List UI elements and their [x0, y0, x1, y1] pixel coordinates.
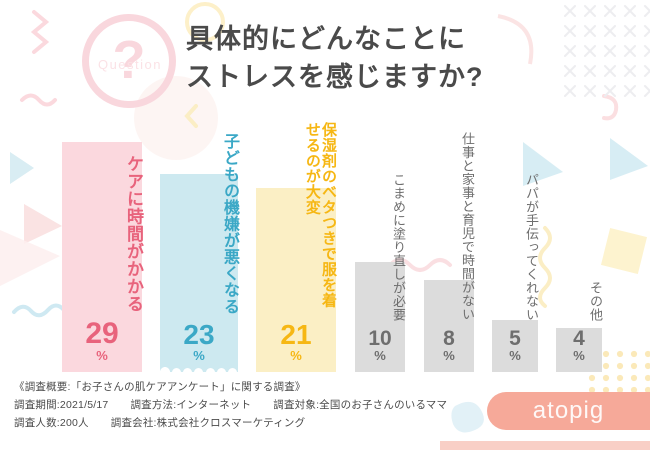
- bar-label: 仕事と家事と育児で時間がない: [460, 132, 475, 321]
- bar-column[interactable]: 子どもの機嫌が悪くなる 23%: [160, 122, 238, 377]
- bar-value: 21%: [256, 321, 336, 363]
- bar-value: 10%: [355, 328, 405, 363]
- survey-target: 調査対象:全国のお子さんのいるママ: [273, 399, 448, 412]
- bar-column[interactable]: その他 4%: [556, 122, 603, 372]
- survey-summary-line-3: 調査人数:200人 調査会社:株式会社クロスマーケティング: [14, 414, 534, 432]
- bar-fill: [62, 142, 142, 372]
- bar-fill: [355, 262, 405, 372]
- bar-label: 子どもの機嫌が悪くなる: [221, 132, 238, 315]
- bar-column[interactable]: こまめに塗り直しが必要 10%: [355, 122, 406, 372]
- survey-summary: 《調査概要:「お子さんの肌ケアアンケート」に関する調査》 調査期間:2021/5…: [14, 378, 534, 432]
- bar-value: 23%: [160, 321, 238, 363]
- survey-method: 調査方法:インターネット: [130, 399, 252, 412]
- question-mark-glyph: ?: [112, 30, 146, 90]
- bar-value-unit: %: [509, 347, 521, 363]
- atopig-logo[interactable]: atopig: [487, 392, 650, 430]
- question-badge-label: Question: [97, 57, 163, 72]
- bar-fill: [492, 320, 538, 372]
- bar-value: 29%: [62, 319, 142, 363]
- bar-value: 5%: [492, 328, 538, 363]
- bar-value: 4%: [556, 328, 602, 363]
- bar-label: その他: [588, 280, 603, 322]
- question-badge-icon: ?: [82, 14, 176, 108]
- survey-company: 調査会社:株式会社クロスマーケティング: [110, 417, 306, 430]
- bar-value-unit: %: [443, 347, 455, 363]
- bar-fill: [160, 174, 238, 372]
- page-title: 具体的にどんなことに ストレスを感じますか?: [186, 20, 606, 97]
- bar-value-unit: %: [96, 347, 108, 363]
- page-title-line-2: ストレスを感じますか?: [186, 62, 484, 93]
- header: ? Question 具体的にどんなことに ストレスを感じますか?: [0, 0, 650, 122]
- bar-fill: [556, 328, 602, 372]
- bar-label: パパが手伝ってくれない: [524, 172, 539, 322]
- survey-period: 調査期間:2021/5/17: [14, 399, 109, 412]
- bar-column[interactable]: 保湿剤のベタつきで服を着せるのが大変 21%: [256, 122, 337, 372]
- page-title-line-1: 具体的にどんなことに: [186, 24, 466, 54]
- survey-sample-size: 調査人数:200人: [14, 417, 89, 430]
- survey-summary-line-2: 調査期間:2021/5/17 調査方法:インターネット 調査対象:全国のお子さんのい…: [14, 396, 534, 414]
- bar-scalloped-edge: [160, 366, 238, 377]
- bar-value: 8%: [424, 328, 474, 363]
- bar-column[interactable]: パパが手伝ってくれない 5%: [492, 122, 539, 372]
- bar-column[interactable]: 仕事と家事と育児で時間がない 8%: [424, 122, 475, 372]
- bar-value-unit: %: [374, 347, 386, 363]
- bar-value-unit: %: [290, 347, 302, 363]
- atopig-logo-text: atopig: [532, 397, 605, 424]
- bar-chart: ケアに時間がかかる 29% 子どもの機嫌が悪くなる 23% 保湿剤のベタつきで服を着せる…: [0, 122, 650, 377]
- bar-value-unit: %: [573, 347, 585, 363]
- bar-label: ケアに時間がかかる: [124, 154, 143, 313]
- bar-label: こまめに塗り直しが必要: [391, 172, 406, 322]
- bottom-accent-strip: [440, 441, 650, 450]
- bar-fill: [424, 280, 474, 372]
- survey-summary-line-1: 《調査概要:「お子さんの肌ケアアンケート」に関する調査》: [14, 381, 306, 393]
- bar-column[interactable]: ケアに時間がかかる 29%: [62, 122, 143, 372]
- bar-fill: [256, 188, 336, 372]
- bar-label: 保湿剤のベタつきで服を着せるのが大変: [303, 122, 337, 308]
- bar-value-unit: %: [193, 347, 205, 363]
